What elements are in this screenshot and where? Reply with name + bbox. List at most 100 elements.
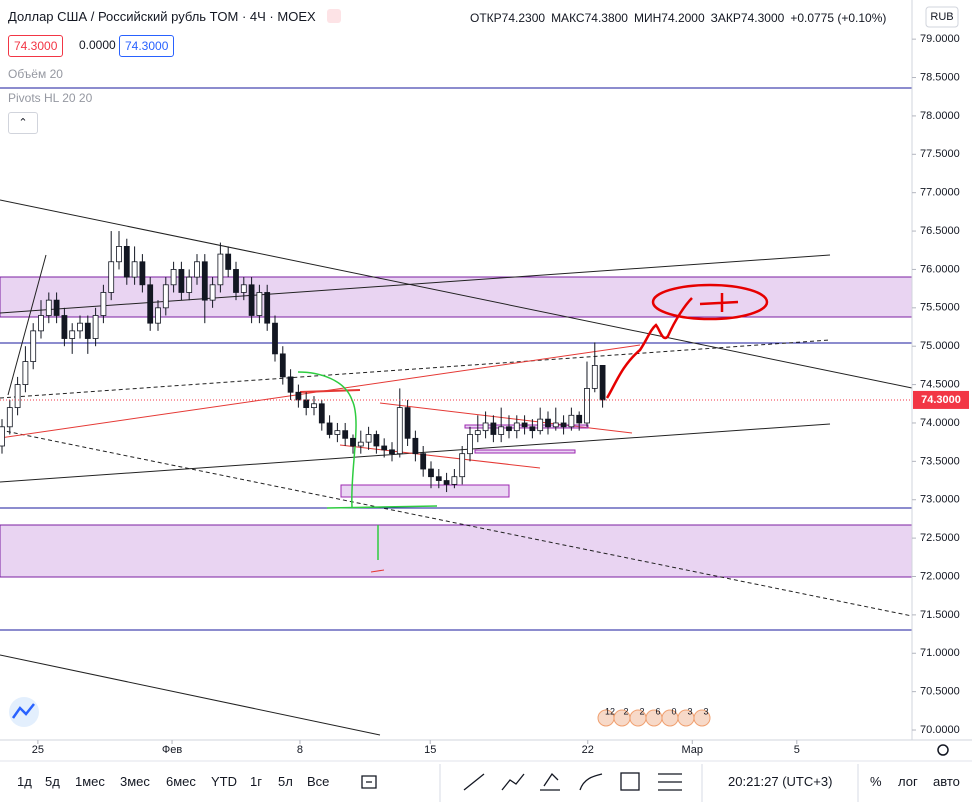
trend-line [0, 654, 381, 736]
candle-body [591, 364, 598, 389]
candle-body [295, 391, 302, 401]
candle-body [459, 453, 466, 478]
y-tick-label: 75.5000 [920, 302, 960, 314]
collapse-button[interactable]: ⌃ [8, 112, 38, 134]
range-button[interactable]: YTD [211, 774, 237, 789]
shape-tool[interactable] [620, 772, 640, 791]
candle-body [568, 414, 575, 428]
candle-body [162, 284, 169, 309]
y-tick-label: 78.5000 [920, 71, 960, 83]
ohlc-value: 74.3000 [740, 11, 785, 25]
range-button[interactable]: Все [307, 774, 330, 789]
ask[interactable]: 74.3000 [119, 35, 175, 57]
candle-body [474, 430, 481, 435]
candle-body [373, 434, 380, 447]
scale-option[interactable]: % [870, 774, 882, 789]
path-tool[interactable] [501, 773, 525, 791]
event-label: 2 [623, 706, 628, 716]
interval: 4Ч [249, 9, 266, 24]
range-button[interactable]: 3мес [120, 774, 150, 789]
scale-option[interactable]: авто [933, 774, 960, 789]
bid[interactable]: 74.3000 [8, 35, 64, 57]
freehand [297, 371, 357, 508]
candle-body [389, 449, 395, 455]
range-button[interactable]: 5л [278, 774, 293, 789]
freehand [370, 569, 385, 573]
y-tick-label: 74.5000 [920, 378, 960, 390]
exchange: MOEX [277, 9, 316, 24]
range-button[interactable]: 5д [45, 774, 60, 789]
range-button[interactable]: 1г [250, 774, 262, 789]
candle-body [194, 261, 200, 278]
trend-line [0, 254, 831, 314]
candle-body [443, 480, 450, 485]
event-icon[interactable] [693, 709, 711, 727]
candle-body [53, 299, 60, 316]
candle-body [490, 422, 497, 435]
event-label: 6 [655, 706, 660, 716]
compare-icon[interactable] [361, 775, 377, 789]
clock: 20:21:27 (UTC+3) [728, 774, 833, 789]
candle-body [240, 284, 247, 293]
candle-body [77, 322, 83, 332]
trend-line [0, 199, 913, 389]
freehand [326, 505, 438, 509]
currency[interactable]: RUB [930, 11, 953, 23]
candle-body [599, 364, 606, 401]
candle-body [498, 426, 505, 435]
range-button[interactable]: 1д [17, 774, 32, 789]
scale-option[interactable]: лог [898, 774, 918, 789]
y-tick-label: 77.5000 [920, 148, 960, 160]
x-tick-label: Мар [682, 744, 704, 756]
event-label: 0 [671, 706, 676, 716]
candle-body [342, 430, 349, 439]
candle-body [404, 407, 411, 439]
x-tick-label: 25 [32, 744, 44, 756]
candle-body [233, 269, 239, 293]
range-button[interactable]: 6мес [166, 774, 196, 789]
trend-line [379, 402, 633, 434]
candle-body [0, 426, 5, 447]
trend-line [0, 339, 831, 399]
candle-body [139, 261, 146, 286]
more-tools[interactable] [658, 773, 682, 791]
x-tick-label: 15 [424, 744, 436, 756]
y-tick-label: 73.5000 [920, 455, 960, 467]
candle-body [170, 269, 177, 286]
candle-body [84, 322, 91, 339]
candle-body [467, 434, 473, 455]
y-tick-label: 72.0000 [920, 570, 960, 582]
x-tick-label: 8 [297, 744, 303, 756]
candle-body [287, 376, 294, 393]
candle-body [334, 430, 341, 435]
candle-body [92, 315, 99, 339]
candle-body [38, 315, 44, 332]
last-price-box [913, 390, 969, 409]
candle-body [178, 269, 185, 293]
candle-body [451, 476, 458, 485]
candle-body [225, 253, 232, 270]
candle-body [545, 418, 551, 428]
candle-body [350, 437, 356, 447]
candle-body [123, 246, 130, 278]
symbol-line: Доллар США / Российский рубль TOM · 4Ч ·… [8, 9, 342, 24]
freehand [605, 297, 693, 399]
y-tick-label: 76.0000 [920, 263, 960, 275]
line-tool[interactable] [463, 773, 485, 791]
candle-body [357, 441, 364, 447]
fib-tool[interactable] [540, 772, 560, 791]
candle-body [506, 426, 512, 432]
candle-body [396, 407, 403, 455]
settings-icon[interactable] [937, 744, 949, 756]
candle-body [428, 468, 434, 478]
candle-body [155, 307, 161, 324]
y-tick-label: 74.0000 [920, 417, 960, 429]
brush-tool[interactable] [579, 773, 603, 791]
ohlc-name: МАКС [551, 11, 585, 25]
ohlc-value: 74.3800 [584, 11, 628, 25]
candle-body [264, 292, 271, 324]
range-button[interactable]: 1мес [75, 774, 105, 789]
